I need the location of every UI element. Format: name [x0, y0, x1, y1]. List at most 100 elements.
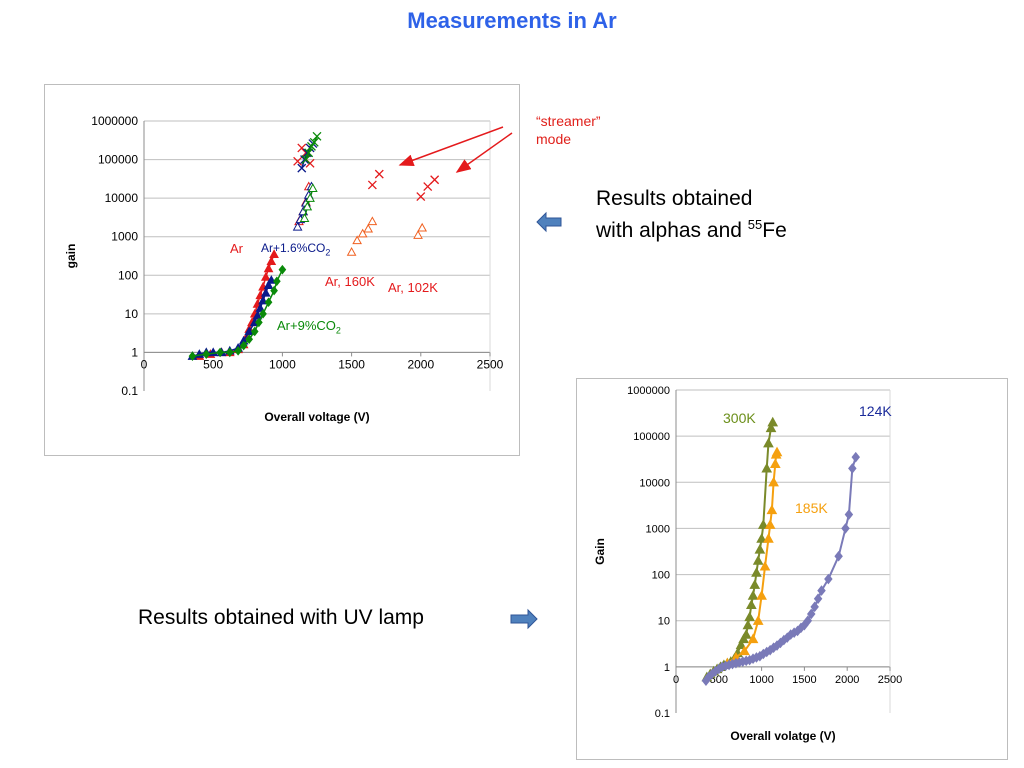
data-point-diamond — [807, 608, 816, 620]
x-tick-label: 2500 — [477, 357, 504, 371]
data-point-triangle — [751, 567, 762, 577]
x-tick-label: 2500 — [878, 674, 902, 686]
x-tick-label: 0 — [141, 357, 148, 371]
y-tick-label: 1000 — [111, 230, 138, 244]
data-point-x — [304, 148, 314, 158]
annotation-ar: Ar — [230, 241, 243, 256]
data-point-diamond — [848, 463, 857, 474]
caption-alphas: Results obtained with alphas and 55Fe — [596, 186, 787, 244]
y-tick-label: 100000 — [98, 153, 138, 167]
x-tick-label: 1500 — [338, 357, 365, 371]
data-point-diamond — [188, 351, 197, 361]
data-point-triangle — [413, 230, 423, 239]
data-point-triangle — [363, 223, 374, 233]
data-point-triangle — [739, 645, 750, 656]
data-point-triangle — [302, 201, 313, 211]
data-point-triangle — [757, 519, 769, 529]
y-tick-label: 1 — [131, 345, 138, 359]
slide-title: Measurements in Ar — [407, 8, 617, 33]
x-tick-label: 1000 — [749, 674, 773, 686]
data-point-triangle — [766, 504, 778, 515]
data-point-diamond — [817, 585, 826, 596]
y-axis-label: Gain — [593, 538, 607, 565]
data-point-triangle — [754, 543, 766, 554]
left-arrow-icon — [536, 211, 562, 233]
caption-uv-lamp: Results obtained with UV lamp — [138, 606, 424, 629]
data-point-triangle — [742, 619, 754, 630]
annotation-ar-9-co2: Ar+9%CO2 — [277, 318, 341, 336]
data-point-triangle — [767, 416, 779, 427]
y-tick-label: 100 — [118, 268, 138, 282]
data-point-x — [374, 169, 384, 179]
data-point-x — [423, 182, 433, 191]
data-point-triangle — [765, 422, 777, 433]
x-tick-label: 1500 — [792, 674, 816, 686]
annotation-ar-102k: Ar, 102K — [388, 280, 438, 295]
data-point-triangle — [756, 590, 767, 600]
data-point-triangle — [263, 280, 274, 289]
data-point-diamond — [851, 451, 861, 463]
data-point-triangle — [292, 221, 303, 231]
data-point-triangle — [747, 590, 759, 600]
data-point-triangle — [769, 458, 781, 469]
data-point-triangle — [260, 272, 271, 281]
y-tick-label: 10000 — [105, 191, 139, 205]
y-tick-label: 10 — [125, 307, 139, 321]
data-point-triangle — [740, 629, 752, 639]
chart-alphas-fe55: 0.1 1 10 100 1000 10000 100000 1000000 0 500 1000 1… — [64, 114, 504, 424]
data-point-triangle — [761, 462, 773, 473]
data-point-diamond — [803, 615, 813, 627]
caption-alphas-line1: Results obtained — [596, 187, 753, 210]
x-tick-label: 500 — [203, 357, 223, 371]
data-point-diamond — [810, 601, 819, 613]
data-point-triangle — [352, 235, 362, 245]
data-point-triangle — [749, 579, 761, 589]
data-point-triangle — [367, 216, 378, 226]
data-point-triangle — [269, 249, 279, 258]
x-tick-label: 1000 — [269, 357, 296, 371]
data-point-diamond — [202, 349, 211, 359]
data-point-x — [367, 180, 377, 190]
data-point-diamond — [841, 523, 850, 534]
data-point-diamond — [844, 509, 854, 520]
data-point-diamond — [270, 285, 278, 296]
y-axis-label: gain — [64, 244, 78, 269]
data-point-triangle — [763, 437, 774, 448]
annotation-ar-160k: Ar, 160K — [325, 274, 375, 289]
data-point-x — [312, 131, 322, 141]
data-point-diamond — [216, 347, 224, 358]
data-point-x — [301, 155, 311, 165]
data-point-triangle — [747, 633, 759, 644]
data-point-diamond — [834, 550, 843, 562]
y-tick-label: 100000 — [633, 431, 670, 443]
y-tick-label: 0.1 — [121, 384, 138, 398]
data-point-diamond — [234, 346, 242, 356]
annotation-ar-9-co2-text: Ar+9%CO — [277, 318, 336, 333]
y-tick-label: 1 — [664, 662, 670, 674]
data-point-diamond — [264, 297, 273, 308]
data-point-triangle — [260, 287, 271, 297]
y-tick-label: 100 — [652, 570, 670, 582]
series-line — [303, 188, 314, 219]
data-point-triangle — [305, 193, 315, 202]
data-point-triangle — [744, 611, 755, 622]
y-tick-label: 1000000 — [91, 114, 138, 128]
data-point-triangle — [771, 446, 783, 457]
data-point-triangle — [346, 247, 357, 256]
data-point-triangle — [756, 533, 767, 543]
y-tick-label: 1000000 — [627, 385, 670, 397]
annotation-ar-1-6-co2-text: Ar+1.6%CO — [261, 241, 326, 255]
data-point-diamond — [239, 340, 248, 351]
annotation-ar-1-6-co2-sub: 2 — [325, 247, 331, 258]
caption-alphas-text: with alphas and — [596, 219, 748, 242]
annotation-124k: 124K — [859, 403, 892, 419]
annotation-185k: 185K — [795, 500, 828, 516]
data-point-x — [309, 137, 319, 147]
y-tick-label: 10 — [658, 616, 670, 628]
data-point-x — [297, 163, 307, 173]
data-point-triangle — [255, 303, 266, 312]
data-point-diamond — [813, 593, 823, 604]
data-point-diamond — [245, 334, 254, 345]
data-point-triangle — [252, 310, 263, 320]
